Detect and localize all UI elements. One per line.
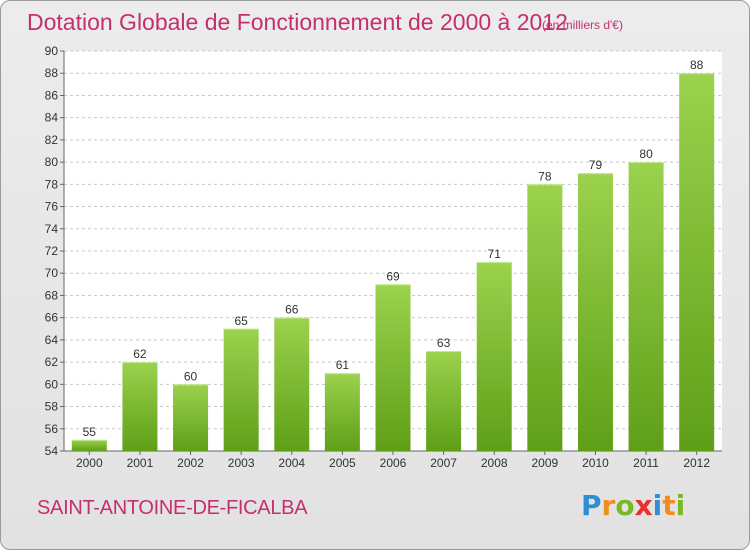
bar-value-label: 65 [234,314,248,328]
bar-value-label: 62 [133,347,147,361]
y-tick-label: 88 [45,66,59,80]
bar-value-label: 69 [386,269,400,283]
bar [274,317,310,451]
y-tick-label: 72 [45,244,59,258]
y-tick-label: 90 [45,44,59,58]
bar [426,351,462,451]
chart-subtitle: (en milliers d'€) [542,18,623,32]
proxiti-logo: Proxiti [581,489,685,522]
bar [527,184,563,452]
bar [577,173,613,451]
bar-value-label: 79 [589,158,603,172]
bar-value-label: 88 [690,58,704,72]
bar [173,384,209,451]
bar [476,262,512,451]
logo-letter: t [662,489,676,522]
logo-letter: o [615,489,635,522]
y-tick-label: 78 [45,177,59,191]
logo-letter: i [675,489,686,522]
bar-value-label: 66 [285,303,299,317]
logo-letter: x [634,489,653,522]
y-tick-label: 86 [45,88,59,102]
bar [375,284,411,451]
logo-letter: i [652,489,663,522]
x-tick-label: 2011 [633,456,659,470]
y-tick-label: 84 [45,111,59,125]
bar-value-label: 60 [184,369,198,383]
bar-value-label: 55 [83,425,97,439]
x-tick-label: 2009 [531,456,558,470]
y-tick-label: 64 [45,333,59,347]
bar-value-label: 78 [538,169,552,183]
bar [223,328,259,451]
x-tick-label: 2001 [127,456,154,470]
x-tick-label: 2003 [228,456,255,470]
y-tick-label: 68 [45,288,59,302]
x-tick-label: 2004 [278,456,305,470]
x-tick-label: 2007 [430,456,457,470]
y-tick-label: 76 [45,200,59,214]
bar [679,73,715,451]
y-tick-label: 70 [45,266,59,280]
y-tick-label: 66 [45,311,59,325]
x-tick-label: 2006 [380,456,407,470]
bar-value-label: 61 [336,358,350,372]
logo-letter: r [601,489,616,522]
bar-value-label: 71 [488,247,502,261]
y-tick-label: 56 [45,422,59,436]
x-tick-label: 2008 [481,456,508,470]
bar [122,362,158,451]
x-tick-label: 2002 [177,456,204,470]
bar-value-label: 80 [639,147,653,161]
logo-letter: P [581,489,602,522]
chart-title: Dotation Globale de Fonctionnement de 20… [27,9,568,35]
x-tick-label: 2010 [582,456,609,470]
x-tick-label: 2000 [76,456,103,470]
bar [324,373,360,451]
bar-value-label: 63 [437,336,451,350]
y-tick-label: 58 [45,400,59,414]
y-tick-label: 54 [45,444,59,458]
y-tick-label: 80 [45,155,59,169]
x-tick-label: 2005 [329,456,356,470]
y-tick-label: 62 [45,355,59,369]
y-tick-label: 82 [45,133,59,147]
commune-name: SAINT-ANTOINE-DE-FICALBA [37,497,308,519]
y-tick-label: 74 [45,222,59,236]
bar [71,439,107,451]
x-tick-label: 2012 [683,456,710,470]
bar [628,162,664,451]
y-tick-label: 60 [45,377,59,391]
